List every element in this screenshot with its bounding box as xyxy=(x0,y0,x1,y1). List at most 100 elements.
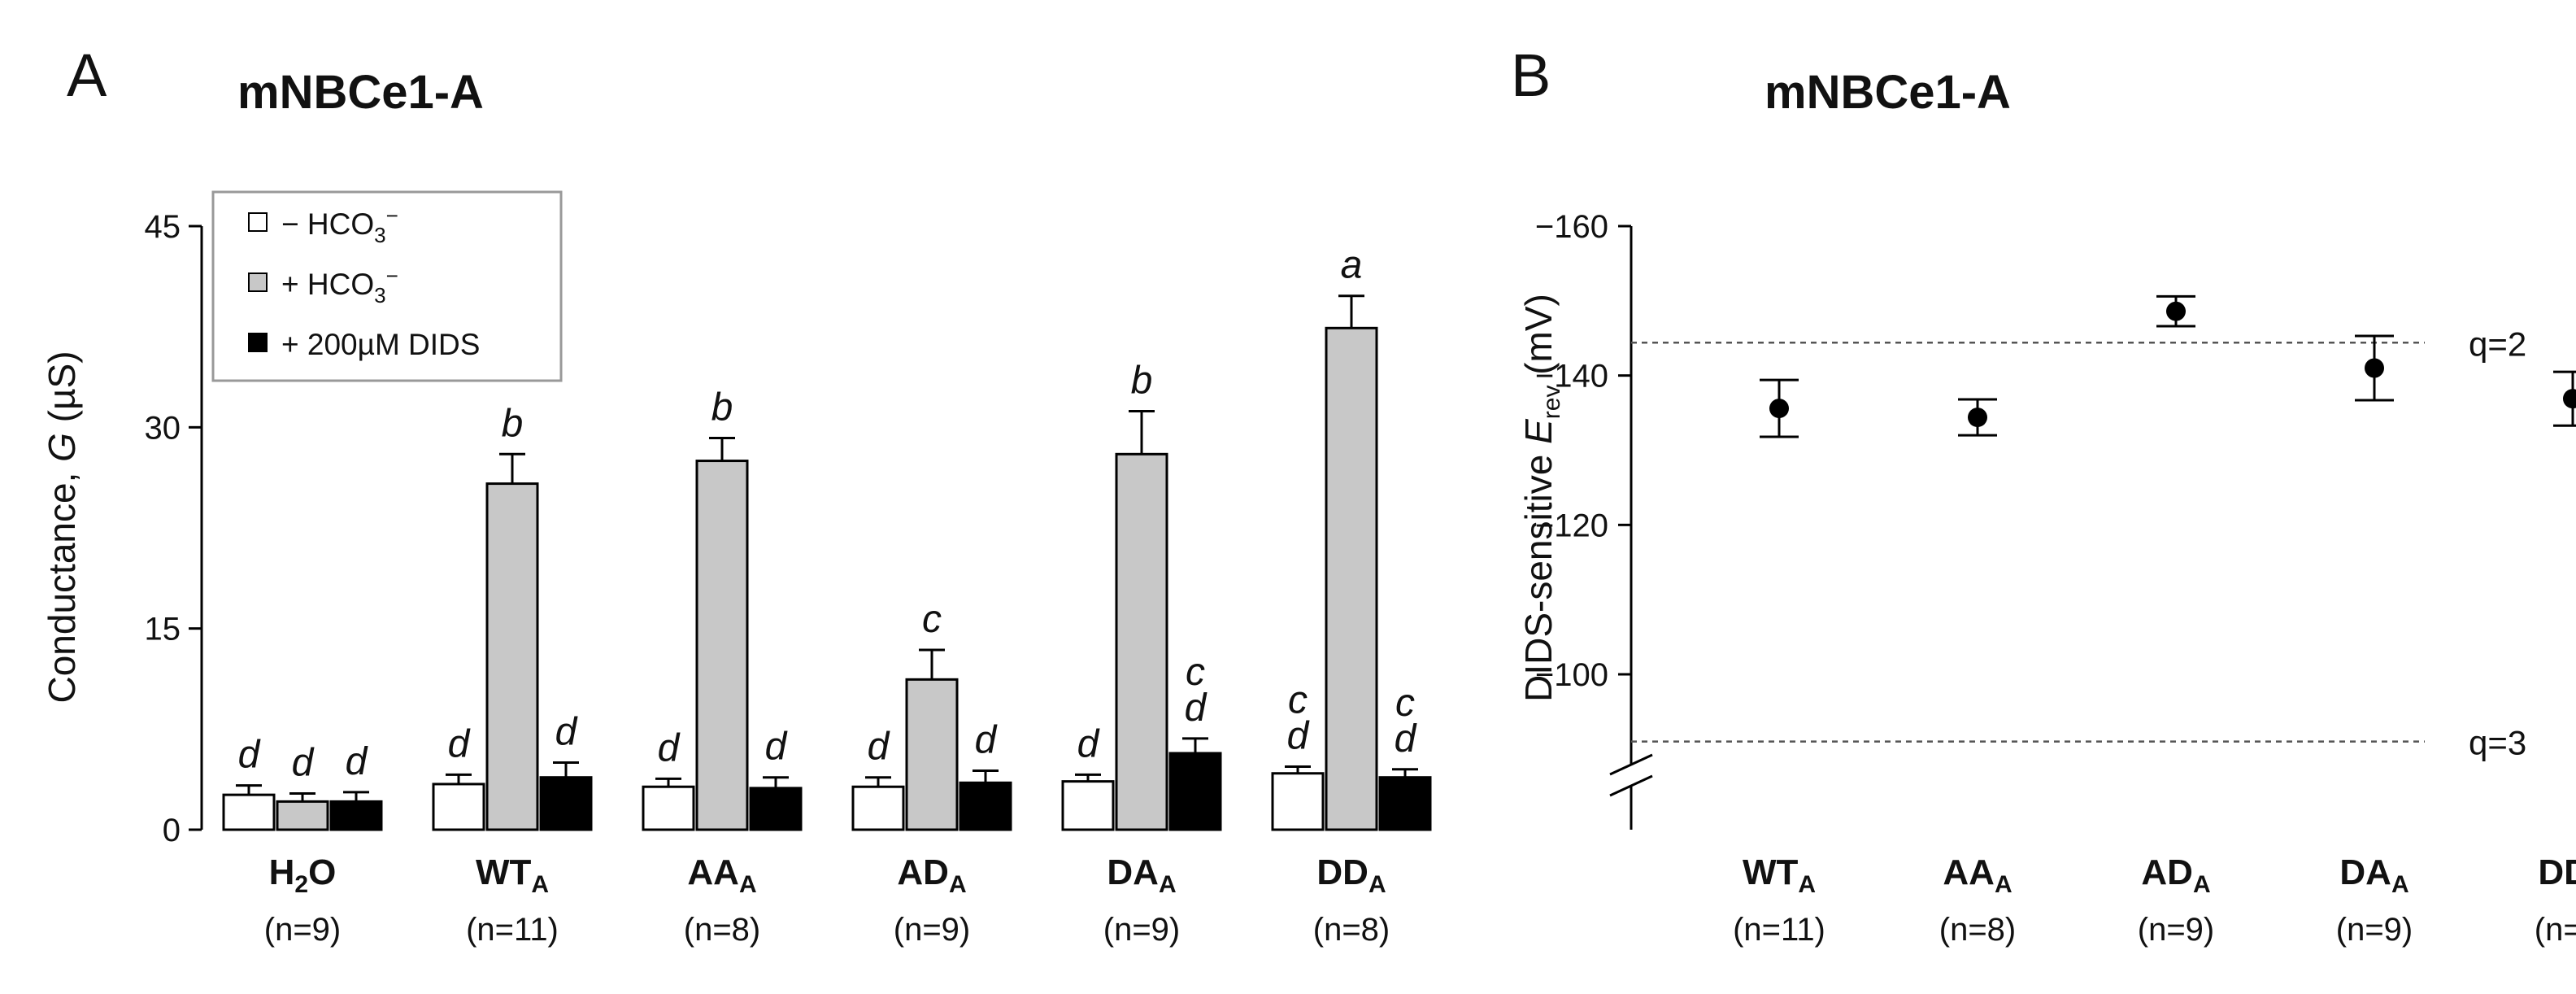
x-category-n: (n=11) xyxy=(466,912,559,948)
legend-swatch-no-bicarbonate xyxy=(248,212,268,232)
x-category-main: H xyxy=(269,852,295,892)
panel-b-y-ticks: −100 −120 −140 −160 xyxy=(1535,209,1631,693)
data-point xyxy=(2166,301,2186,321)
x-category-n: (n=9) xyxy=(2336,912,2413,948)
panel-b: B mNBCe1-A −100 −120 −140 −160 DIDS-sensiti… xyxy=(1511,41,2576,948)
bar-bicarbonate xyxy=(1325,326,1378,831)
x-category-main: AD xyxy=(2141,852,2193,892)
significance-letter: d xyxy=(868,726,890,769)
bar-bicarbonate xyxy=(905,678,959,831)
data-point xyxy=(1769,399,1789,419)
significance-letter: d xyxy=(346,740,368,783)
significance-letter: d xyxy=(1395,717,1417,761)
x-category-label: WTA xyxy=(1743,852,1816,898)
panel-b-x-labels: WTA(n=11)AAA(n=8)ADA(n=9)DAA(n=9)DDA(n=8… xyxy=(1733,852,2576,948)
bar-no-bicarbonate xyxy=(1271,772,1325,831)
x-category-sub: A xyxy=(2193,871,2211,898)
panel-b-y-axis-label: DIDS-sensitive Erev (mV) xyxy=(1517,294,1565,702)
panel-a-y-tick-label: 0 xyxy=(163,813,181,848)
panel-a-ylabel-g: G xyxy=(41,433,83,462)
panel-b-y-tick-label: −140 xyxy=(1535,359,1608,395)
bar-dids xyxy=(749,787,803,831)
x-category-sub: A xyxy=(531,871,549,898)
x-category-n: (n=9) xyxy=(264,912,342,948)
bar-bicarbonate xyxy=(695,460,749,831)
significance-letter: c xyxy=(922,598,942,641)
x-category-sub: A xyxy=(1159,871,1177,898)
panel-b-y-tick-label: −160 xyxy=(1535,209,1608,245)
x-category-sub: 2 xyxy=(294,871,308,898)
significance-letter: d xyxy=(975,718,998,761)
bar-dids xyxy=(539,776,593,831)
legend-label-bicarbonate: + HCO3− xyxy=(281,264,398,307)
x-category-sub: A xyxy=(739,871,757,898)
bar-bicarbonate xyxy=(1115,452,1168,831)
legend-label-no-bicarbonate-main: − HCO xyxy=(281,207,374,241)
significance-letter: d xyxy=(658,726,681,769)
panel-a-y-ticks: 0 15 30 45 xyxy=(145,209,202,848)
legend-label-dids: + 200µM DIDS xyxy=(281,328,480,361)
panel-b-y-tick-label: −100 xyxy=(1535,657,1608,693)
panel-b-axis-break-mark xyxy=(1609,774,1653,797)
x-category-main: AA xyxy=(1943,852,1995,892)
data-point xyxy=(2365,358,2384,378)
x-category-sub: A xyxy=(1995,871,2012,898)
x-category-label: ADA xyxy=(2141,852,2210,898)
legend-label-no-bicarbonate: − HCO3− xyxy=(281,203,398,247)
x-category-label: AAA xyxy=(1943,852,2012,898)
reference-label: q=3 xyxy=(2469,724,2526,762)
panel-a: A mNBCe1-A 0 15 30 45 Conductance, G (µS) d… xyxy=(41,41,1432,948)
panel-b-ylabel-unit: (mV) xyxy=(1517,294,1560,385)
legend-label-bicarbonate-sub: 3 xyxy=(374,283,385,307)
x-category-n: (n=8) xyxy=(1313,912,1390,948)
bar-dids xyxy=(329,800,383,831)
x-category-tail: O xyxy=(308,852,336,892)
bar-bicarbonate xyxy=(276,800,329,831)
x-category-sub: A xyxy=(1368,871,1386,898)
significance-letter: d xyxy=(765,726,788,769)
bar-dids xyxy=(1168,752,1222,831)
x-category-label: AAA xyxy=(687,852,756,898)
panel-b-ylabel-e: E xyxy=(1517,418,1560,444)
panel-a-y-tick-label: 15 xyxy=(145,612,181,647)
significance-letter: b xyxy=(1131,360,1153,403)
data-point xyxy=(2563,389,2576,409)
significance-letter: b xyxy=(711,386,733,429)
significance-letter: d xyxy=(448,722,471,765)
x-category-n: (n=9) xyxy=(1103,912,1181,948)
bar-no-bicarbonate xyxy=(1061,780,1115,831)
panel-a-y-tick-label: 30 xyxy=(145,410,181,446)
bar-dids xyxy=(1378,776,1432,831)
x-category-label: DAA xyxy=(1107,852,1176,898)
x-category-label: H2O xyxy=(269,852,337,898)
bar-no-bicarbonate xyxy=(851,785,905,831)
bar-no-bicarbonate xyxy=(642,785,695,831)
panel-b-ylabel-main: DIDS-sensitive xyxy=(1517,444,1560,702)
panel-a-letter: A xyxy=(67,41,107,109)
bar-bicarbonate xyxy=(485,482,539,831)
significance-letter: d xyxy=(1287,715,1310,758)
panel-a-y-tick-label: 45 xyxy=(145,209,181,245)
x-category-n: (n=11) xyxy=(1733,912,1825,948)
panel-b-ylabel-sub: rev xyxy=(1538,386,1565,420)
panel-b-y-axis: −100 −120 −140 −160 DIDS-sensitive Erev (mV… xyxy=(1517,209,1653,830)
legend-label-bicarbonate-sup: − xyxy=(386,264,398,288)
legend-label-no-bicarbonate-sup: − xyxy=(386,203,398,228)
panel-b-points xyxy=(1760,294,2576,438)
significance-letter: c xyxy=(1288,679,1308,722)
x-category-label: DDA xyxy=(2538,852,2576,898)
significance-letter: a xyxy=(1341,244,1363,287)
x-category-n: (n=9) xyxy=(2138,912,2215,948)
x-category-main: AA xyxy=(687,852,739,892)
panel-b-reference-lines: q=2 q=3 xyxy=(1631,325,2526,762)
bar-no-bicarbonate xyxy=(222,793,276,831)
x-category-n: (n=8) xyxy=(684,912,761,948)
panel-a-legend: − HCO3− + HCO3− + 200µM DIDS xyxy=(211,190,563,382)
x-category-main: DD xyxy=(1316,852,1368,892)
panel-a-y-axis: 0 15 30 45 Conductance, G (µS) xyxy=(41,209,203,848)
panel-a-y-axis-label: Conductance, G (µS) xyxy=(41,351,83,703)
data-point xyxy=(1968,408,1987,428)
legend-label-no-bicarbonate-sub: 3 xyxy=(374,223,385,247)
